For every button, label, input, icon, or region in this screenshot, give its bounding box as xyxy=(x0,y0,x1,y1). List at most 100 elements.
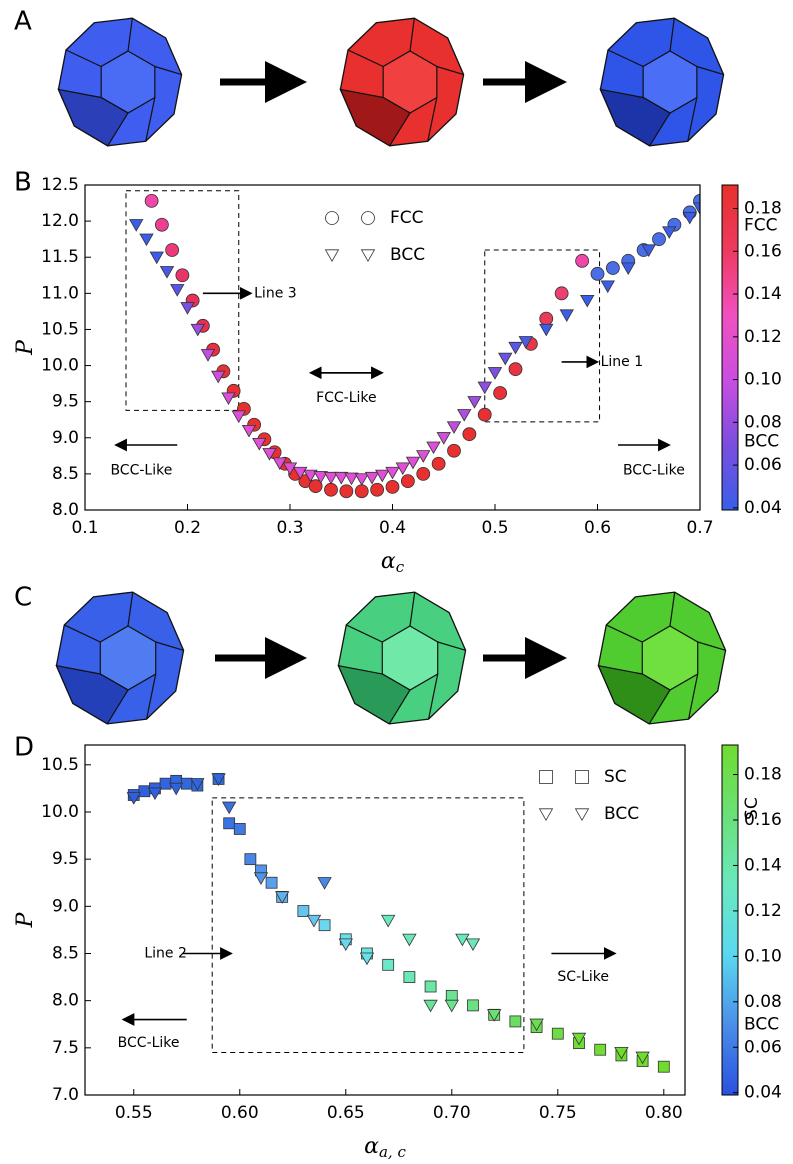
point xyxy=(244,853,257,866)
x-axis-label: αc xyxy=(381,549,405,576)
point xyxy=(282,462,298,476)
point xyxy=(518,336,533,349)
x-axis-label: αa, c xyxy=(364,1134,406,1160)
polyhedron-edge xyxy=(697,641,726,651)
y-tick-label: 11.5 xyxy=(41,247,79,267)
point xyxy=(590,266,605,281)
point xyxy=(444,999,459,1013)
point xyxy=(498,352,513,366)
panel-label: A xyxy=(14,7,32,37)
polyhedron-edge xyxy=(669,18,675,52)
point xyxy=(465,938,481,952)
polyhedron-edge xyxy=(145,97,156,142)
polyhedron xyxy=(339,17,465,147)
colorbar-tick-label: 0.14 xyxy=(744,284,782,304)
point xyxy=(313,471,328,484)
legend-label: FCC xyxy=(390,208,424,228)
point xyxy=(635,1051,650,1065)
point xyxy=(272,457,287,471)
annotation: Line 3 xyxy=(254,285,297,301)
panel-label: C xyxy=(14,583,32,613)
point xyxy=(600,280,615,294)
point xyxy=(508,341,523,355)
x-axis-label-main: α xyxy=(381,549,396,574)
x-tick-label: 0.55 xyxy=(115,1103,153,1123)
x-tick-label: 0.60 xyxy=(221,1103,259,1123)
point xyxy=(175,268,190,283)
polyhedron xyxy=(337,591,467,725)
point xyxy=(221,801,237,815)
y-tick-label: 7.5 xyxy=(52,1038,79,1058)
point xyxy=(551,1027,564,1040)
colorbar-tick-label: 0.18 xyxy=(744,199,782,219)
point xyxy=(306,914,322,928)
polyhedron-edge xyxy=(606,624,643,643)
point xyxy=(360,249,376,262)
colorbar-label: BCC xyxy=(744,432,779,452)
polyhedron-edge xyxy=(346,624,383,643)
point xyxy=(539,770,553,784)
x-axis-label-main: α xyxy=(364,1134,379,1159)
x-tick-label: 0.7 xyxy=(686,518,713,538)
point xyxy=(487,367,503,380)
x-tick-label: 0.1 xyxy=(71,518,98,538)
annotation: BCC-Like xyxy=(110,462,172,478)
point xyxy=(477,407,492,422)
colorbar-tick-label: 0.16 xyxy=(744,810,782,830)
point xyxy=(385,466,400,480)
region-box xyxy=(484,249,601,423)
legend-label: BCC xyxy=(604,804,639,824)
polyhedron xyxy=(57,17,183,147)
point xyxy=(265,876,278,889)
y-tick-label: 9.0 xyxy=(52,896,79,916)
colorbar-tick-label: 0.12 xyxy=(744,901,782,921)
point xyxy=(594,1043,607,1056)
polyhedron-face xyxy=(337,664,411,725)
point xyxy=(662,226,677,239)
point xyxy=(538,808,554,821)
point xyxy=(211,370,226,384)
polyhedron-edge xyxy=(687,673,699,720)
point xyxy=(252,437,267,451)
annotation: Line 2 xyxy=(144,945,187,961)
polyhedron-edge xyxy=(65,49,102,68)
plot-area xyxy=(126,773,670,1073)
polyhedron-edge xyxy=(437,641,466,651)
point xyxy=(325,211,339,225)
y-tick-label: 11.0 xyxy=(41,283,79,303)
polyhedron-face xyxy=(597,664,671,725)
polyhedron-face xyxy=(339,88,411,147)
point xyxy=(436,432,451,445)
colorbar-tick-label: 0.10 xyxy=(744,370,782,390)
point xyxy=(431,456,446,471)
point xyxy=(293,466,308,480)
point xyxy=(385,479,400,494)
colorbar-tick-label: 0.08 xyxy=(744,412,782,432)
polyhedron-edge xyxy=(696,65,724,76)
legend-label: BCC xyxy=(390,245,425,265)
y-tick-label: 10.5 xyxy=(41,755,79,775)
y-tick-label: 8.5 xyxy=(52,464,79,484)
point xyxy=(426,441,441,455)
x-tick-label: 0.75 xyxy=(539,1103,577,1123)
polyhedron-face xyxy=(57,88,129,147)
x-axis-label-sub: c xyxy=(396,558,405,576)
point xyxy=(467,999,479,1012)
annotation: BCC-Like xyxy=(623,462,685,478)
point xyxy=(274,891,290,904)
point xyxy=(416,450,431,463)
point xyxy=(241,424,257,438)
colorbar-label: SC xyxy=(742,797,762,820)
point xyxy=(180,302,195,315)
point xyxy=(138,785,151,798)
colorbar-tick-label: 0.06 xyxy=(744,1037,782,1057)
point xyxy=(508,362,523,377)
polyhedron-edge xyxy=(669,592,676,627)
point xyxy=(462,427,477,442)
point xyxy=(147,787,163,801)
y-tick-label: 10.5 xyxy=(41,319,79,339)
point xyxy=(395,462,410,476)
x-tick-label: 0.4 xyxy=(379,518,406,538)
colorbar-tick-label: 0.14 xyxy=(744,855,782,875)
point xyxy=(168,782,184,796)
